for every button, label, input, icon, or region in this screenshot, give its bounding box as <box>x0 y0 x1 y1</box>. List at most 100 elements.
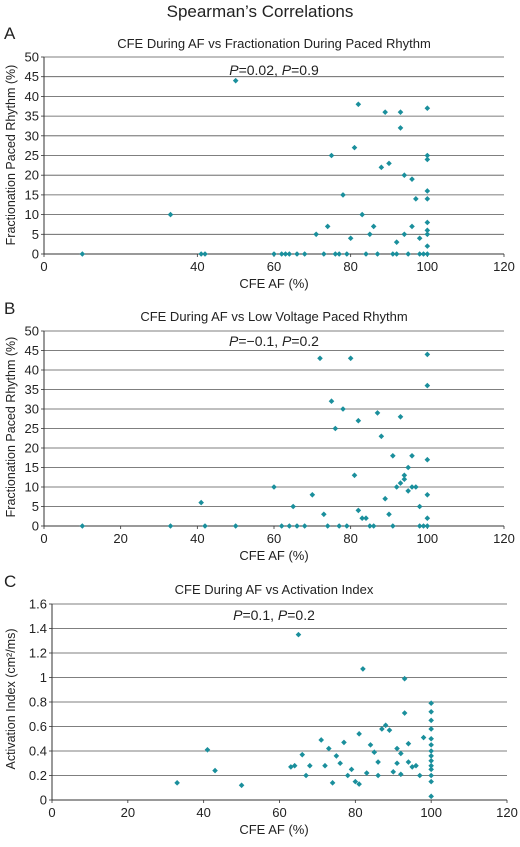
panel-b-ytick-label: 0 <box>32 519 39 534</box>
panel-b-ytick-label: 5 <box>32 499 39 514</box>
panel-a-xtick-label: 80 <box>343 259 357 274</box>
panel-c-point <box>307 762 313 769</box>
panel-a-point <box>355 101 362 108</box>
panel-c-letter: C <box>4 572 17 591</box>
panel-b-point <box>424 351 431 358</box>
panel-b-point <box>393 484 400 490</box>
panel-c-point <box>401 710 408 716</box>
panel-c-point <box>238 782 245 789</box>
panel-c-point <box>322 762 328 769</box>
panel-c-point <box>371 749 378 756</box>
panel-a-title: CFE During AF vs Fractionation During Pa… <box>117 36 431 51</box>
panel-a-letter: A <box>4 24 16 43</box>
panel-c-point <box>363 770 370 776</box>
panel-a-point <box>363 251 369 257</box>
panel-b-ytick-label: 50 <box>25 324 39 339</box>
panel-c-point <box>428 709 434 715</box>
panel-a-point <box>424 188 431 194</box>
panel-c-xtick-label: 20 <box>121 805 135 820</box>
panel-b-point <box>355 417 362 424</box>
panel-c-xtick-label: 40 <box>196 805 210 820</box>
panel-c-point <box>413 762 419 769</box>
panel-a-point <box>79 251 86 257</box>
panel-a-point <box>301 251 308 257</box>
panel-b-ytick-label: 40 <box>25 363 39 378</box>
panel-b-ytick-label: 45 <box>25 343 39 358</box>
panel-c-title: CFE During AF vs Activation Index <box>174 582 374 597</box>
panel-a-ytick-label: 35 <box>25 109 39 124</box>
panel-c-point <box>344 772 351 779</box>
panel-a-point <box>294 251 300 257</box>
panel-b-ytick-label: 30 <box>25 402 39 417</box>
panel-c-ytick-label: 0.8 <box>29 695 47 710</box>
panel-b-point <box>309 492 316 498</box>
panel-a-point <box>424 227 431 234</box>
panel-c-ytick-label: 0.6 <box>29 719 47 734</box>
panel-c-xtick-label: 100 <box>420 805 442 820</box>
panel-c-point <box>401 675 408 682</box>
panel-b-annotation: P=−0.1, P=0.2 <box>229 333 319 349</box>
panel-c-point <box>348 766 355 773</box>
panel-b-point <box>355 507 362 514</box>
panel-a-xtick-label: 100 <box>416 259 438 274</box>
panel-c-point <box>360 666 366 672</box>
panel-a-point <box>424 231 431 238</box>
panel-b-point <box>301 523 308 529</box>
panel-c-point <box>299 751 306 758</box>
panel-c-point <box>379 726 385 732</box>
panel-b-point <box>167 523 174 529</box>
panel-b-point <box>336 523 342 529</box>
panel-c-xtick-label: 60 <box>272 805 286 820</box>
panel-c-point <box>428 772 434 779</box>
panel-b-point <box>363 515 369 521</box>
panel-c-point <box>405 759 412 765</box>
panel-b-point <box>416 523 423 529</box>
panel-a-point <box>390 251 396 257</box>
panel-c-point <box>295 631 302 638</box>
panel-b-xtick-label: 0 <box>40 531 47 546</box>
panel-b-point <box>386 511 392 518</box>
panel-a-point <box>409 223 415 230</box>
panel-a-point <box>336 251 342 257</box>
panel-a-point <box>374 251 381 257</box>
panel-a-point <box>397 125 404 131</box>
panel-c-point <box>390 769 397 775</box>
panel-c-point <box>428 748 434 754</box>
panel-b-point <box>351 472 358 479</box>
panel-b-point <box>397 414 404 420</box>
panel-c-point <box>356 731 362 737</box>
panel-a-point <box>286 251 293 257</box>
panel-b-point <box>405 488 411 494</box>
panel-b-point <box>405 464 411 471</box>
panel-c-point <box>428 766 434 773</box>
panel-b-point <box>271 484 277 490</box>
panel-b-point <box>232 523 239 529</box>
panel-a-point <box>344 251 350 257</box>
panel-b-point <box>347 355 354 362</box>
panel-c-xtick-label: 120 <box>496 805 518 820</box>
panel-a-xtick-label: 60 <box>267 259 281 274</box>
panel-b-ytick-label: 35 <box>25 382 39 397</box>
panel-b-point <box>290 503 296 510</box>
panel-a-point <box>278 251 285 257</box>
panel-c-point <box>428 742 434 748</box>
panel-a-point <box>401 172 408 178</box>
panel-c-point <box>352 778 359 785</box>
panel-c-point <box>356 781 362 787</box>
panel-c-xlabel: CFE AF (%) <box>239 822 309 837</box>
panel-c-point <box>420 734 427 741</box>
panel-b-point <box>424 382 431 389</box>
panel-b-point <box>198 499 204 506</box>
panel-c-point <box>428 793 434 800</box>
panel-b-point <box>382 495 388 502</box>
panel-a-point <box>397 109 404 115</box>
panel-a-point <box>420 251 427 257</box>
panel-b-point <box>424 523 431 529</box>
panel-a-point <box>416 251 423 257</box>
panel-b-point <box>321 511 327 518</box>
panel-c-ytick-label: 1.6 <box>29 597 47 612</box>
panel-c-point <box>386 727 393 733</box>
panel-a-point <box>424 243 431 249</box>
panel-b-point <box>79 523 86 529</box>
panel-b-xtick-label: 40 <box>190 531 204 546</box>
